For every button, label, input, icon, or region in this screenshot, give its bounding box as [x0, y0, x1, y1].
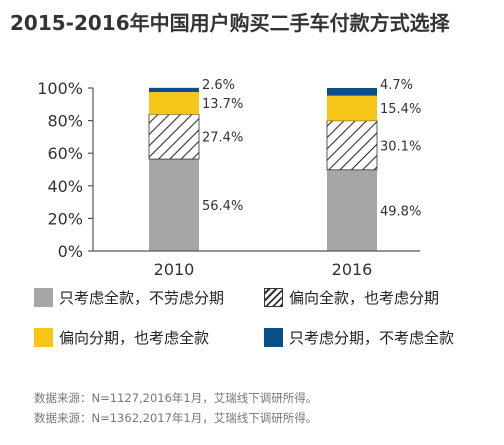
data-label-2016-s4: 4.7% — [380, 78, 413, 93]
y-tick-label: 20% — [47, 209, 83, 228]
source-note-1: 数据来源：N=1127,2016年1月，艾瑞线下调研所得。 — [34, 391, 318, 405]
bar-segment-2010-s1 — [149, 159, 199, 251]
bar-segment-2016-s3 — [327, 95, 377, 121]
legend-label-3: 偏向分期，也考虑全款 — [59, 328, 210, 347]
legend-label-1: 只考虑全款，不劳虑分期 — [59, 288, 225, 307]
legend-swatch-4 — [264, 327, 283, 347]
stacked-bar-chart: 0% 20% 40% 60% 80% 100% 56.4% 27.4% 13.7% 2.6% 49… — [37, 78, 421, 279]
bar-segment-2010-s4 — [149, 87, 199, 93]
y-tick-label: 0% — [58, 242, 83, 261]
legend-item-3: 偏向分期，也考虑全款 — [34, 326, 209, 348]
data-label-2010-s1: 56.4% — [202, 199, 243, 214]
legend-swatch-2 — [264, 287, 283, 307]
y-tick-label: 60% — [47, 144, 83, 163]
source-note-2: 数据来源：N=1362,2017年1月，艾瑞线下调研所得。 — [34, 411, 318, 425]
legend-item-1: 只考虑全款，不劳虑分期 — [34, 286, 224, 308]
data-label-2010-s3: 13.7% — [202, 97, 243, 112]
data-label-2010-s2: 27.4% — [202, 131, 243, 146]
legend-swatch-3 — [34, 327, 53, 347]
y-tick-label: 40% — [47, 177, 83, 196]
y-tick-label: 80% — [47, 112, 83, 131]
bar-segment-2016-s2 — [326, 120, 378, 171]
x-tick-label-2010: 2010 — [154, 260, 195, 279]
data-label-2010-s4: 2.6% — [202, 78, 235, 93]
chart-title: 2015-2016年中国用户购买二手车付款方式选择 — [10, 11, 450, 35]
legend-label-2: 偏向全款，也考虑分期 — [289, 288, 440, 307]
data-label-2016-s3: 15.4% — [380, 102, 421, 117]
bar-segment-2010-s3 — [149, 92, 199, 115]
bar-segment-2016-s4 — [327, 88, 377, 96]
legend-item-2: 偏向全款，也考虑分期 — [264, 286, 439, 308]
legend-item-4: 只考虑分期，不考虑全款 — [264, 326, 454, 348]
y-tick-label: 100% — [37, 79, 83, 98]
x-tick-label-2016: 2016 — [332, 260, 373, 279]
bar-segment-2016-s1 — [327, 169, 377, 251]
data-label-2016-s1: 49.8% — [380, 204, 421, 219]
bar-segment-2010-s2 — [148, 114, 200, 160]
data-label-2016-s2: 30.1% — [380, 139, 421, 154]
legend-swatch-1 — [34, 287, 53, 307]
legend-label-4: 只考虑分期，不考虑全款 — [289, 328, 455, 347]
